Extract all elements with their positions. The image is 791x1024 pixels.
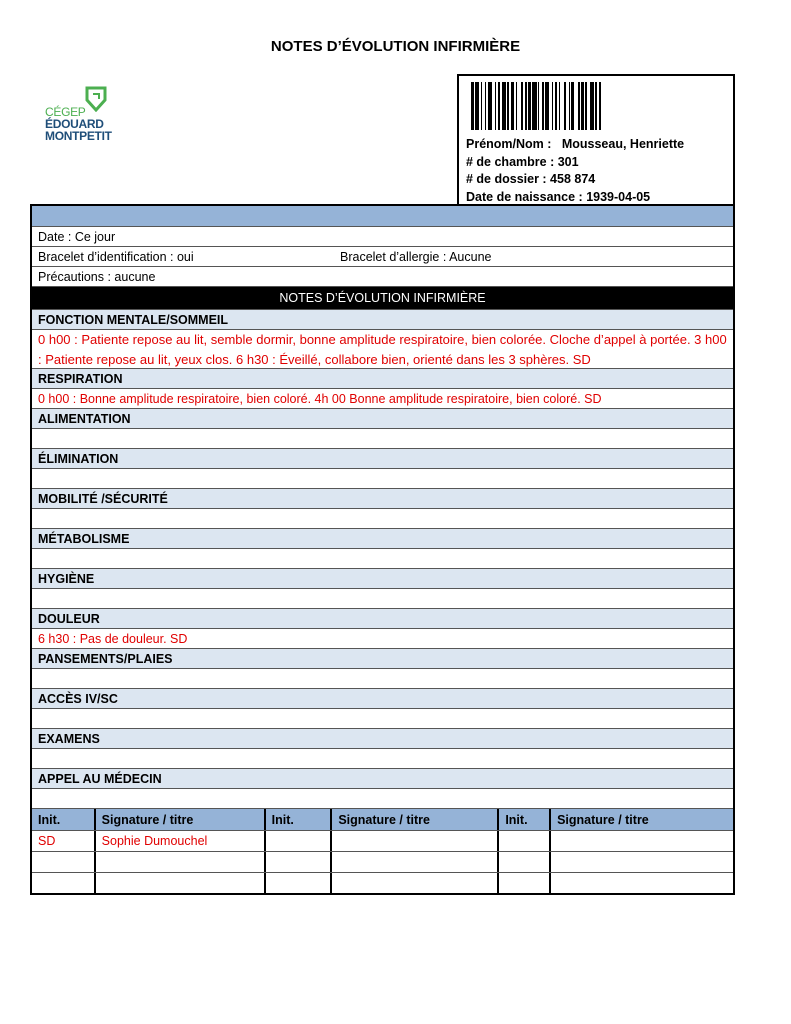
- signature-cell[interactable]: [266, 831, 333, 851]
- signature-row: [32, 873, 733, 893]
- section-note[interactable]: [32, 709, 733, 729]
- section-header: ALIMENTATION: [32, 409, 733, 429]
- signature-cell[interactable]: [551, 873, 733, 893]
- notes-header: NOTES D’ÉVOLUTION INFIRMIÈRE: [32, 287, 733, 310]
- section-note[interactable]: 0 h00 : Patiente repose au lit, semble d…: [32, 330, 733, 369]
- signature-header: Init. Signature / titre Init. Signature / t…: [32, 809, 733, 831]
- section-header: EXAMENS: [32, 729, 733, 749]
- section-note[interactable]: [32, 549, 733, 569]
- precautions-row: Précautions : aucune: [32, 267, 733, 287]
- section-header: HYGIÈNE: [32, 569, 733, 589]
- date-row: Date : Ce jour: [32, 227, 733, 247]
- section-header: FONCTION MENTALE/SOMMEIL: [32, 310, 733, 330]
- id-bracelet: Bracelet d’identification : oui: [38, 249, 194, 264]
- section-note[interactable]: [32, 789, 733, 809]
- file-number: # de dossier : 458 874: [466, 172, 596, 186]
- section-note[interactable]: [32, 669, 733, 689]
- signature-col-header: Signature / titre: [557, 812, 649, 827]
- signature-col-header: Signature / titre: [332, 809, 500, 830]
- signature-cell[interactable]: [32, 852, 96, 872]
- signature-cell[interactable]: [96, 852, 266, 872]
- cegep-logo: CÉGEP ÉDOUARD MONTPETIT: [45, 86, 165, 146]
- header-band: [32, 206, 733, 227]
- signature-row: [32, 852, 733, 873]
- page-title: NOTES D’ÉVOLUTION INFIRMIÈRE: [270, 38, 521, 55]
- section-header: APPEL AU MÉDECIN: [32, 769, 733, 789]
- shield-logo-icon: [85, 86, 107, 112]
- signature-cell[interactable]: [551, 852, 733, 872]
- section-note[interactable]: [32, 589, 733, 609]
- signature-cell[interactable]: [499, 873, 552, 893]
- section-header: ÉLIMINATION: [32, 449, 733, 469]
- section-note[interactable]: 0 h00 : Bonne amplitude respiratoire, bi…: [32, 389, 733, 409]
- bracelet-row: Bracelet d’identification : oui Bracelet…: [32, 247, 733, 267]
- section-note[interactable]: [32, 469, 733, 489]
- patient-label: Prénom/Nom : Mousseau, Henriette # de ch…: [457, 74, 735, 204]
- signature-cell[interactable]: [332, 831, 500, 851]
- signature-col-header: Signature / titre: [96, 809, 266, 830]
- section-header: MÉTABOLISME: [32, 529, 733, 549]
- section-header: ACCÈS IV/SC: [32, 689, 733, 709]
- section-note[interactable]: [32, 509, 733, 529]
- section-note[interactable]: 6 h30 : Pas de douleur. SD: [32, 629, 733, 649]
- signature-cell[interactable]: [499, 831, 552, 851]
- patient-name: Prénom/Nom : Mousseau, Henriette: [466, 137, 685, 151]
- signature-cell[interactable]: [332, 873, 500, 893]
- signature-col-header: Init.: [499, 809, 552, 830]
- signature-cell[interactable]: [499, 852, 552, 872]
- signature-cell[interactable]: SD: [32, 831, 96, 851]
- section-header: PANSEMENTS/PLAIES: [32, 649, 733, 669]
- notes-table: Date : Ce jour Bracelet d’identification…: [30, 204, 735, 895]
- signature-cell[interactable]: [551, 831, 733, 851]
- room-number: # de chambre : 301: [466, 154, 579, 169]
- allergy-bracelet: Bracelet d’allergie : Aucune: [340, 249, 492, 264]
- section-header: DOULEUR: [32, 609, 733, 629]
- signature-cell[interactable]: [32, 873, 96, 893]
- signature-cell[interactable]: [266, 852, 333, 872]
- section-header: MOBILITÉ /SÉCURITÉ: [32, 489, 733, 509]
- signature-col-header: Init.: [266, 809, 333, 830]
- signature-cell[interactable]: [96, 873, 266, 893]
- signature-cell[interactable]: [266, 873, 333, 893]
- signature-col-header: Init.: [32, 809, 96, 830]
- barcode: [471, 82, 721, 130]
- signature-cell[interactable]: Sophie Dumouchel: [96, 831, 266, 851]
- section-note[interactable]: [32, 429, 733, 449]
- birth-date: Date de naissance : 1939-04-05: [466, 189, 651, 204]
- signature-cell[interactable]: [332, 852, 500, 872]
- section-header: RESPIRATION: [32, 369, 733, 389]
- section-note[interactable]: [32, 749, 733, 769]
- signature-row: SD Sophie Dumouchel: [32, 831, 733, 852]
